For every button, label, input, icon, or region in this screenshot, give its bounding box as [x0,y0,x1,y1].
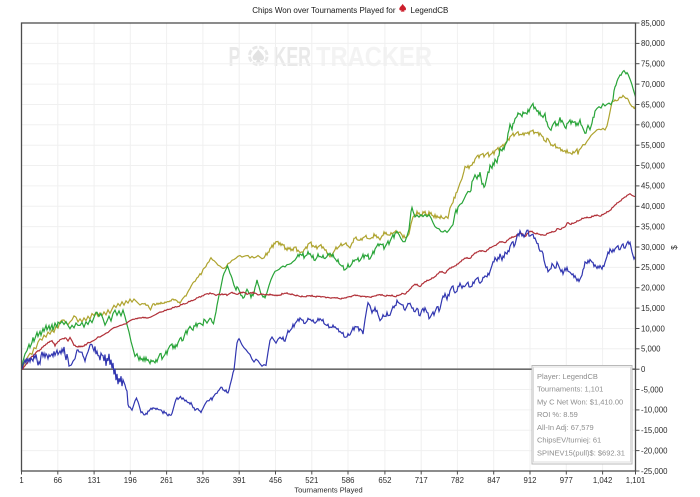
svg-text:Tournaments: 1,101: Tournaments: 1,101 [537,385,603,394]
svg-text:35,000: 35,000 [641,222,666,231]
svg-text:70,000: 70,000 [641,80,666,89]
svg-text:652: 652 [378,476,391,485]
svg-text:Player: LegendCB: Player: LegendCB [537,372,598,381]
svg-text:0: 0 [641,365,646,374]
svg-text:TRACKER: TRACKER [316,41,432,72]
svg-text:80,000: 80,000 [641,39,666,48]
svg-text:20,000: 20,000 [641,284,666,293]
svg-text:40,000: 40,000 [641,202,666,211]
svg-text:977: 977 [560,476,573,485]
svg-text:196: 196 [124,476,137,485]
svg-text:-25,000: -25,000 [641,467,668,476]
svg-text:-5,000: -5,000 [641,385,664,394]
svg-text:261: 261 [160,476,173,485]
svg-text:25,000: 25,000 [641,263,666,272]
svg-text:-15,000: -15,000 [641,426,668,435]
svg-text:15,000: 15,000 [641,304,666,313]
svg-text:326: 326 [196,476,209,485]
svg-text:847: 847 [487,476,500,485]
svg-text:912: 912 [523,476,536,485]
svg-text:55,000: 55,000 [641,141,666,150]
svg-text:75,000: 75,000 [641,60,666,69]
svg-text:30,000: 30,000 [641,243,666,252]
svg-text:85,000: 85,000 [641,19,666,28]
svg-text:-20,000: -20,000 [641,446,668,455]
svg-text:P: P [229,41,241,72]
svg-text:586: 586 [341,476,354,485]
svg-text:KER: KER [274,41,312,72]
svg-text:ChipsEV/turniej: 61: ChipsEV/turniej: 61 [537,436,601,445]
svg-text:-10,000: -10,000 [641,406,668,415]
svg-text:All-In Adj: 67,579: All-In Adj: 67,579 [537,423,594,432]
svg-text:45,000: 45,000 [641,182,666,191]
svg-text:Chips Won over Tournaments Pla: Chips Won over Tournaments Played for [252,6,396,15]
svg-text:717: 717 [415,476,428,485]
svg-text:456: 456 [269,476,282,485]
svg-text:SPINEV15(pull)$: $692.31: SPINEV15(pull)$: $692.31 [537,448,625,457]
svg-text:$: $ [670,245,679,250]
svg-text:1,101: 1,101 [626,476,646,485]
svg-text:60,000: 60,000 [641,121,666,130]
svg-text:LegendCB: LegendCB [411,6,449,15]
svg-text:782: 782 [451,476,464,485]
svg-text:66: 66 [53,476,62,485]
svg-text:Tournaments Played: Tournaments Played [294,486,362,495]
svg-text:10,000: 10,000 [641,324,666,333]
svg-text:391: 391 [233,476,246,485]
svg-text:ROI %: 8.59: ROI %: 8.59 [537,410,578,419]
svg-text:131: 131 [88,476,101,485]
svg-text:1: 1 [19,476,23,485]
svg-text:50,000: 50,000 [641,161,666,170]
svg-text:My C Net Won: $1,410.00: My C Net Won: $1,410.00 [537,397,623,406]
svg-text:1,042: 1,042 [593,476,613,485]
svg-text:521: 521 [305,476,318,485]
svg-text:65,000: 65,000 [641,100,666,109]
svg-text:5,000: 5,000 [641,345,661,354]
